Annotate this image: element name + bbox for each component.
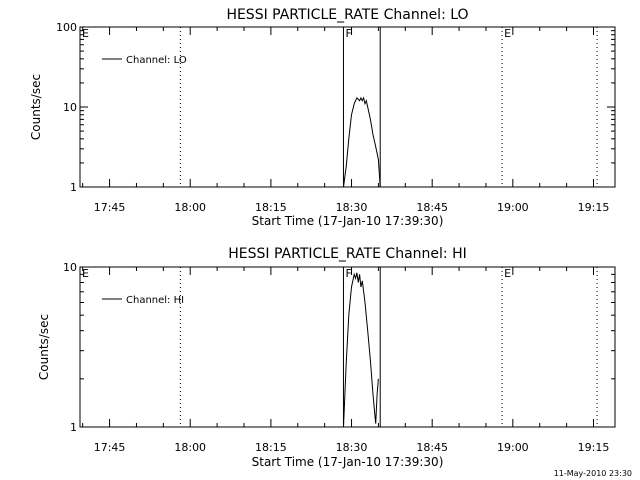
- event-marker-label: E: [82, 267, 89, 280]
- event-marker-label: E: [82, 27, 89, 40]
- y-tick-label: 10: [63, 261, 77, 274]
- x-tick-label: 19:15: [578, 201, 610, 214]
- x-tick-label: 17:45: [94, 441, 126, 454]
- hi-channel-panel: HESSI PARTICLE_RATE Channel: HI 17:45 18:0…: [37, 246, 616, 469]
- y-tick-label: 1: [70, 421, 77, 434]
- event-marker-label: F: [345, 27, 351, 40]
- x-tick-label: 18:30: [336, 201, 368, 214]
- x-tick-label: 18:15: [255, 441, 287, 454]
- chart-title: HESSI PARTICLE_RATE Channel: LO: [226, 7, 468, 23]
- x-tick-label: 18:00: [174, 201, 206, 214]
- y-axis-label: Counts/sec: [37, 314, 51, 380]
- chart-title: HESSI PARTICLE_RATE Channel: HI: [228, 246, 466, 262]
- x-tick-label: 19:00: [497, 201, 529, 214]
- x-tick-label: 18:00: [174, 441, 206, 454]
- timestamp-label: 11-May-2010 23:30: [554, 469, 632, 478]
- x-tick-label: 19:15: [578, 441, 610, 454]
- lo-channel-panel: HESSI PARTICLE_RATE Channel: LO 17:45 18:0…: [29, 7, 616, 228]
- plot-frame: [79, 26, 616, 188]
- event-marker-label: F: [345, 267, 351, 280]
- x-tick-label: 18:30: [336, 441, 368, 454]
- event-marker-label: E: [504, 267, 511, 280]
- y-tick-label: 100: [56, 21, 77, 34]
- x-tick-label: 17:45: [94, 201, 126, 214]
- x-tick-label: 19:00: [497, 441, 529, 454]
- y-tick-label: 10: [63, 101, 77, 114]
- y-axis-label: Counts/sec: [29, 74, 43, 140]
- series-line: [343, 272, 379, 428]
- x-tick-label: 18:45: [416, 441, 448, 454]
- plot-frame: [79, 266, 616, 428]
- x-tick-label: 18:45: [416, 201, 448, 214]
- y-tick-label: 1: [70, 181, 77, 194]
- event-marker-label: E: [504, 27, 511, 40]
- x-axis-label: Start Time (17-Jan-10 17:39:30): [252, 214, 444, 228]
- series-line: [343, 96, 381, 188]
- x-axis-label: Start Time (17-Jan-10 17:39:30): [252, 455, 444, 469]
- legend-label: Channel: HI: [126, 295, 184, 306]
- x-tick-label: 18:15: [255, 201, 287, 214]
- legend-label: Channel: LO: [126, 55, 187, 66]
